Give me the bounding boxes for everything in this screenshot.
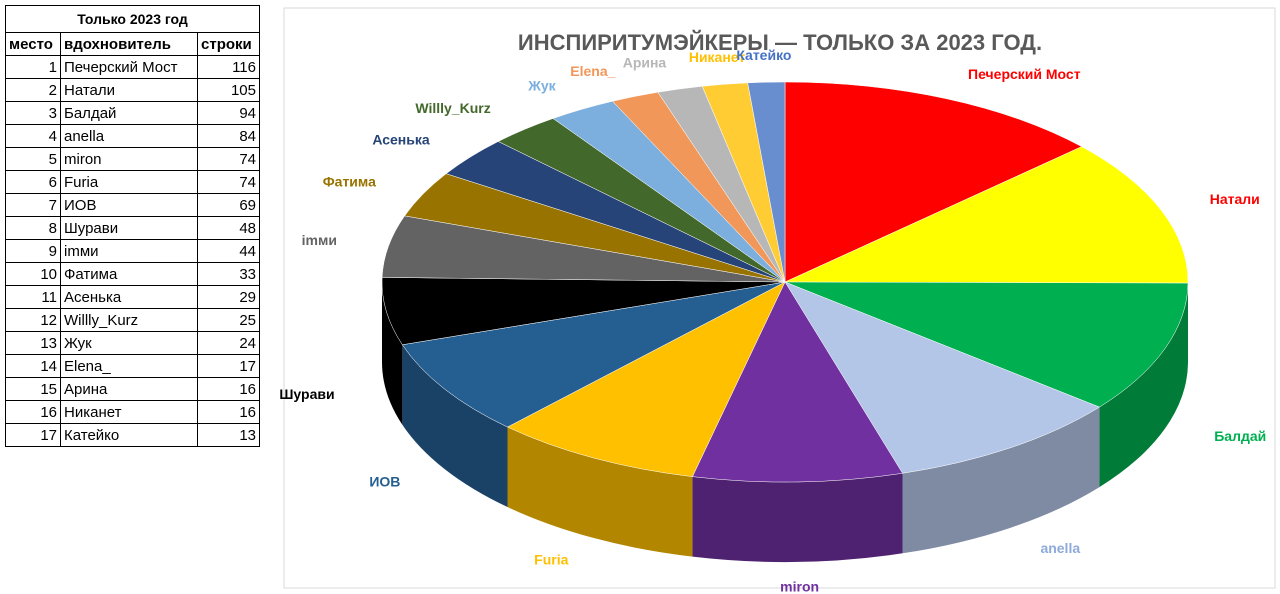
- slice: [401, 281, 786, 428]
- slice-label: imми: [302, 232, 337, 248]
- table-cell: Балдай: [60, 101, 198, 125]
- table-cell: 15: [5, 377, 61, 401]
- header-row: место вдохновитель строки: [5, 32, 260, 56]
- table-cell: Фатима: [60, 262, 198, 286]
- slice-label: Печерский Мост: [968, 66, 1081, 82]
- table-row: 8 Шурави 48: [5, 216, 260, 240]
- table-row: 9 imми 44: [5, 239, 260, 263]
- table-row: 13 Жук 24: [5, 331, 260, 355]
- slice-side: [1099, 283, 1188, 488]
- table-row: 2 Натали 105: [5, 78, 260, 102]
- slice-side: [507, 427, 693, 557]
- slice-label: Арина: [623, 55, 667, 71]
- table-cell: 12: [5, 308, 61, 332]
- data-table: Только 2023 год место вдохновитель строки …: [5, 5, 260, 447]
- table-row: 5 miron 74: [5, 147, 260, 171]
- slice: [784, 146, 1189, 284]
- header-cell: строки: [197, 32, 260, 56]
- slice-label: Willly_Kurz: [415, 100, 490, 116]
- table-cell: imми: [60, 239, 198, 263]
- table-cell: 3: [5, 101, 61, 125]
- slice: [692, 281, 903, 483]
- table-cell: 33: [197, 262, 260, 286]
- slice: [784, 281, 1100, 474]
- slice-label: Асенька: [372, 131, 430, 147]
- slice: [506, 281, 786, 477]
- slice-label: Натали: [1210, 191, 1260, 207]
- table-cell: 74: [197, 147, 260, 171]
- table-row: 1 Печерский Мост 116: [5, 55, 260, 79]
- table-row: 14 Elena_ 17: [5, 354, 260, 378]
- slice-label: Жук: [527, 77, 556, 93]
- table-row: 10 Фатима 33: [5, 262, 260, 286]
- table-row: 17 Катейко 13: [5, 423, 260, 447]
- slice: [747, 81, 786, 283]
- slice: [784, 281, 1189, 408]
- slice: [381, 277, 786, 346]
- slice: [784, 81, 1083, 283]
- table-cell: Furia: [60, 170, 198, 194]
- table-cell: 13: [197, 423, 260, 447]
- slice-label: Катейко: [736, 47, 791, 63]
- table-cell: 11: [5, 285, 61, 309]
- table-cell: 17: [5, 423, 61, 447]
- slice-label: Балдай: [1214, 428, 1266, 444]
- table-cell: 5: [5, 147, 61, 171]
- slice-label: anella: [1040, 540, 1080, 556]
- slice-label: Furia: [534, 552, 568, 568]
- slice-label: miron: [780, 579, 819, 594]
- table-title: Только 2023 год: [5, 5, 260, 33]
- table-cell: 116: [197, 55, 260, 79]
- table-cell: 25: [197, 308, 260, 332]
- table-cell: 16: [5, 400, 61, 424]
- table-cell: Elena_: [60, 354, 198, 378]
- slice-label: Фатима: [323, 173, 376, 189]
- table-row: 15 Арина 16: [5, 377, 260, 401]
- slice-side: [692, 473, 903, 562]
- table-row: 4 anella 84: [5, 124, 260, 148]
- table-row: 6 Furia 74: [5, 170, 260, 194]
- table-cell: 74: [197, 170, 260, 194]
- table-cell: Катейко: [60, 423, 198, 447]
- table-cell: 10: [5, 262, 61, 286]
- slice-label: ИОВ: [369, 474, 400, 490]
- table-row: 7 ИОВ 69: [5, 193, 260, 217]
- header-cell: место: [5, 32, 61, 56]
- slice-label: Elena_: [570, 63, 615, 79]
- table-cell: 94: [197, 101, 260, 125]
- table-cell: 2: [5, 78, 61, 102]
- table-cell: 17: [197, 354, 260, 378]
- slice-side: [402, 344, 508, 508]
- table-cell: 69: [197, 193, 260, 217]
- slice-side: [902, 407, 1100, 554]
- table-cell: anella: [60, 124, 198, 148]
- table-cell: 48: [197, 216, 260, 240]
- table-row: 3 Балдай 94: [5, 101, 260, 125]
- table-cell: 84: [197, 124, 260, 148]
- table-cell: 8: [5, 216, 61, 240]
- slice-side: [382, 282, 403, 425]
- slice-label: Шурави: [279, 386, 334, 402]
- table-cell: Жук: [60, 331, 198, 355]
- chart-title: ИНСПИРИТУМЭЙКЕРЫ — ТОЛЬКО ЗА 2023 ГОД.: [518, 30, 1042, 55]
- slice-label: Никанет: [689, 49, 746, 65]
- table-cell: Натали: [60, 78, 198, 102]
- table-cell: 13: [5, 331, 61, 355]
